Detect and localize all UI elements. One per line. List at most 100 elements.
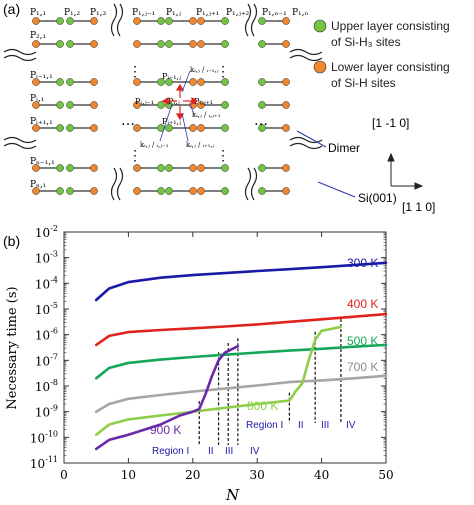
site-dot [197,124,205,132]
y-tick-labels: 10-2 10-3 10-4 10-5 10-6 10-7 10-8 10-9 10-10 10-… [30,224,58,471]
y-axis-label: Necessary time (s) [5,286,20,409]
inner-label-right: Pᵢ,ⱼ₊₁ [194,97,213,106]
x-tick-label: 40 [314,468,329,482]
site-dot [221,101,229,109]
rate-label-up: kᵢ,ⱼ / ᵢ₋₁,ⱼ [190,66,219,74]
y-tick-label: 10-5 [35,301,58,317]
site-dot [66,124,74,132]
site-dot [133,40,141,48]
site-dot [32,164,40,172]
region-900k-1: Region I [152,446,189,457]
series-line-500k [94,343,388,380]
site-dot [189,78,197,86]
site-dot [157,101,165,109]
site-dot [197,78,205,86]
site-dot [32,78,40,86]
site-dot [258,164,266,172]
row-label-i-plus-1: Pᵢ₊₁,₁ [30,117,53,127]
site-dot [90,187,98,195]
site-dot [189,124,197,132]
site-dot [197,17,205,25]
top-label-1-j-plus-2: P₁,ⱼ₊₂ [226,8,250,18]
site-dot [90,101,98,109]
y-tick-label: 10-9 [35,404,58,420]
row-label-i-minus-1: Pᵢ₋₁,₁ [30,71,53,81]
ellipsis-left: … [121,113,135,129]
region-900k-4: IV [250,446,260,457]
series-label-400k: 400 K [347,297,378,311]
site-dot [157,78,165,86]
series-line-700k [94,374,388,413]
inner-label-up: Pᵢ₋₁,ⱼ [162,72,181,81]
region-900k-3: III [225,446,233,457]
dimer-grid [32,17,290,195]
x-tick-labels: 0 10 20 30 40 50 [60,468,393,482]
row-label-n-minus-1: Pₙ₋₁,₁ [30,157,55,167]
series-line-900k [94,344,240,451]
site-dot [189,164,197,172]
site-dot [90,164,98,172]
site-dot [197,101,205,109]
plot-frame [63,231,387,464]
top-label-1-j-minus-1: P₁,ⱼ₋₁ [132,8,155,18]
series-label-500k: 500 K [347,334,378,348]
site-dot [66,164,74,172]
site-dot [157,187,165,195]
site-dot [165,40,173,48]
site-dot [66,101,74,109]
site-dot [189,17,197,25]
site-dot [258,78,266,86]
legend-lower-line1: Lower layer consisting [331,60,450,74]
site-dot [133,101,141,109]
rate-label-down: kᵢ,ⱼ / ᵢ₊₁,ⱼ [186,141,215,149]
site-dot [282,124,290,132]
dimer-label: Dimer [328,141,360,155]
site-dot [221,124,229,132]
break-marks [3,3,323,201]
series-lines [94,261,388,451]
crystal-axes [387,152,424,190]
y-tick-label: 10-11 [30,455,58,471]
rate-label-left: kᵢ,ⱼ / ᵢ,ⱼ₋₁ [140,141,169,149]
site-dot [165,78,173,86]
y-tick-label: 10-4 [35,275,58,291]
rate-label-right: kᵢ,ⱼ / ᵢ,ⱼ₊₁ [192,111,221,119]
legend-upper-line2: of Si-H₃ sites [331,35,401,49]
series-label-700k: 700 K [347,360,378,374]
legend-upper-line1: Upper layer consisting [331,19,450,33]
series-line-400k [94,312,388,347]
top-label-1-n: P₁,ₙ [292,8,309,18]
y-tick-label: 10-8 [35,378,58,394]
region-800k-2: II [298,420,304,431]
site-dot [90,17,98,25]
site-dot [90,78,98,86]
legend-lower-dot [313,60,327,74]
axis-vertical-label: [1 -1 0] [372,116,409,130]
site-dot [66,78,74,86]
x-tick-label: 30 [250,468,265,482]
site-dot [197,187,205,195]
site-dot [282,164,290,172]
site-dot [56,40,64,48]
site-dot [197,164,205,172]
site-dot [66,40,74,48]
site-dot [32,124,40,132]
legend-lower-line2: of Si-H sites [331,76,396,90]
y-tick-label: 10-2 [35,224,58,240]
site-dot [66,187,74,195]
rate-pointers [159,70,195,142]
site-dot [133,78,141,86]
region-800k-1: Region I [246,420,283,431]
x-tick-label: 0 [60,468,68,482]
site-dot [157,17,165,25]
site-dot [157,40,165,48]
x-tick-label: 10 [121,468,136,482]
x-axis-label: N [225,486,240,504]
site-dot [32,17,40,25]
site-dot [221,17,229,25]
y-tick-label: 10-3 [35,250,58,266]
y-tick-label: 10-7 [35,352,58,368]
substrate-pointer [317,181,356,198]
top-label-1-j: P₁,ⱼ [166,8,181,18]
